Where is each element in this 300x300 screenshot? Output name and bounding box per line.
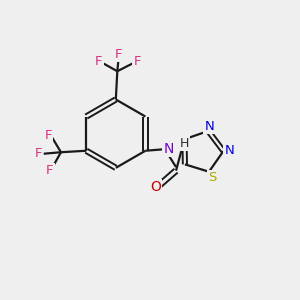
Text: F: F xyxy=(95,55,103,68)
Text: F: F xyxy=(134,55,141,68)
Text: S: S xyxy=(208,171,216,184)
Text: F: F xyxy=(34,147,42,160)
Text: N: N xyxy=(204,120,214,133)
Text: F: F xyxy=(45,129,52,142)
Text: H: H xyxy=(179,137,189,150)
Text: N: N xyxy=(164,142,174,156)
Text: O: O xyxy=(150,180,161,194)
Text: F: F xyxy=(115,48,122,62)
Text: F: F xyxy=(46,164,54,177)
Text: N: N xyxy=(224,144,234,157)
